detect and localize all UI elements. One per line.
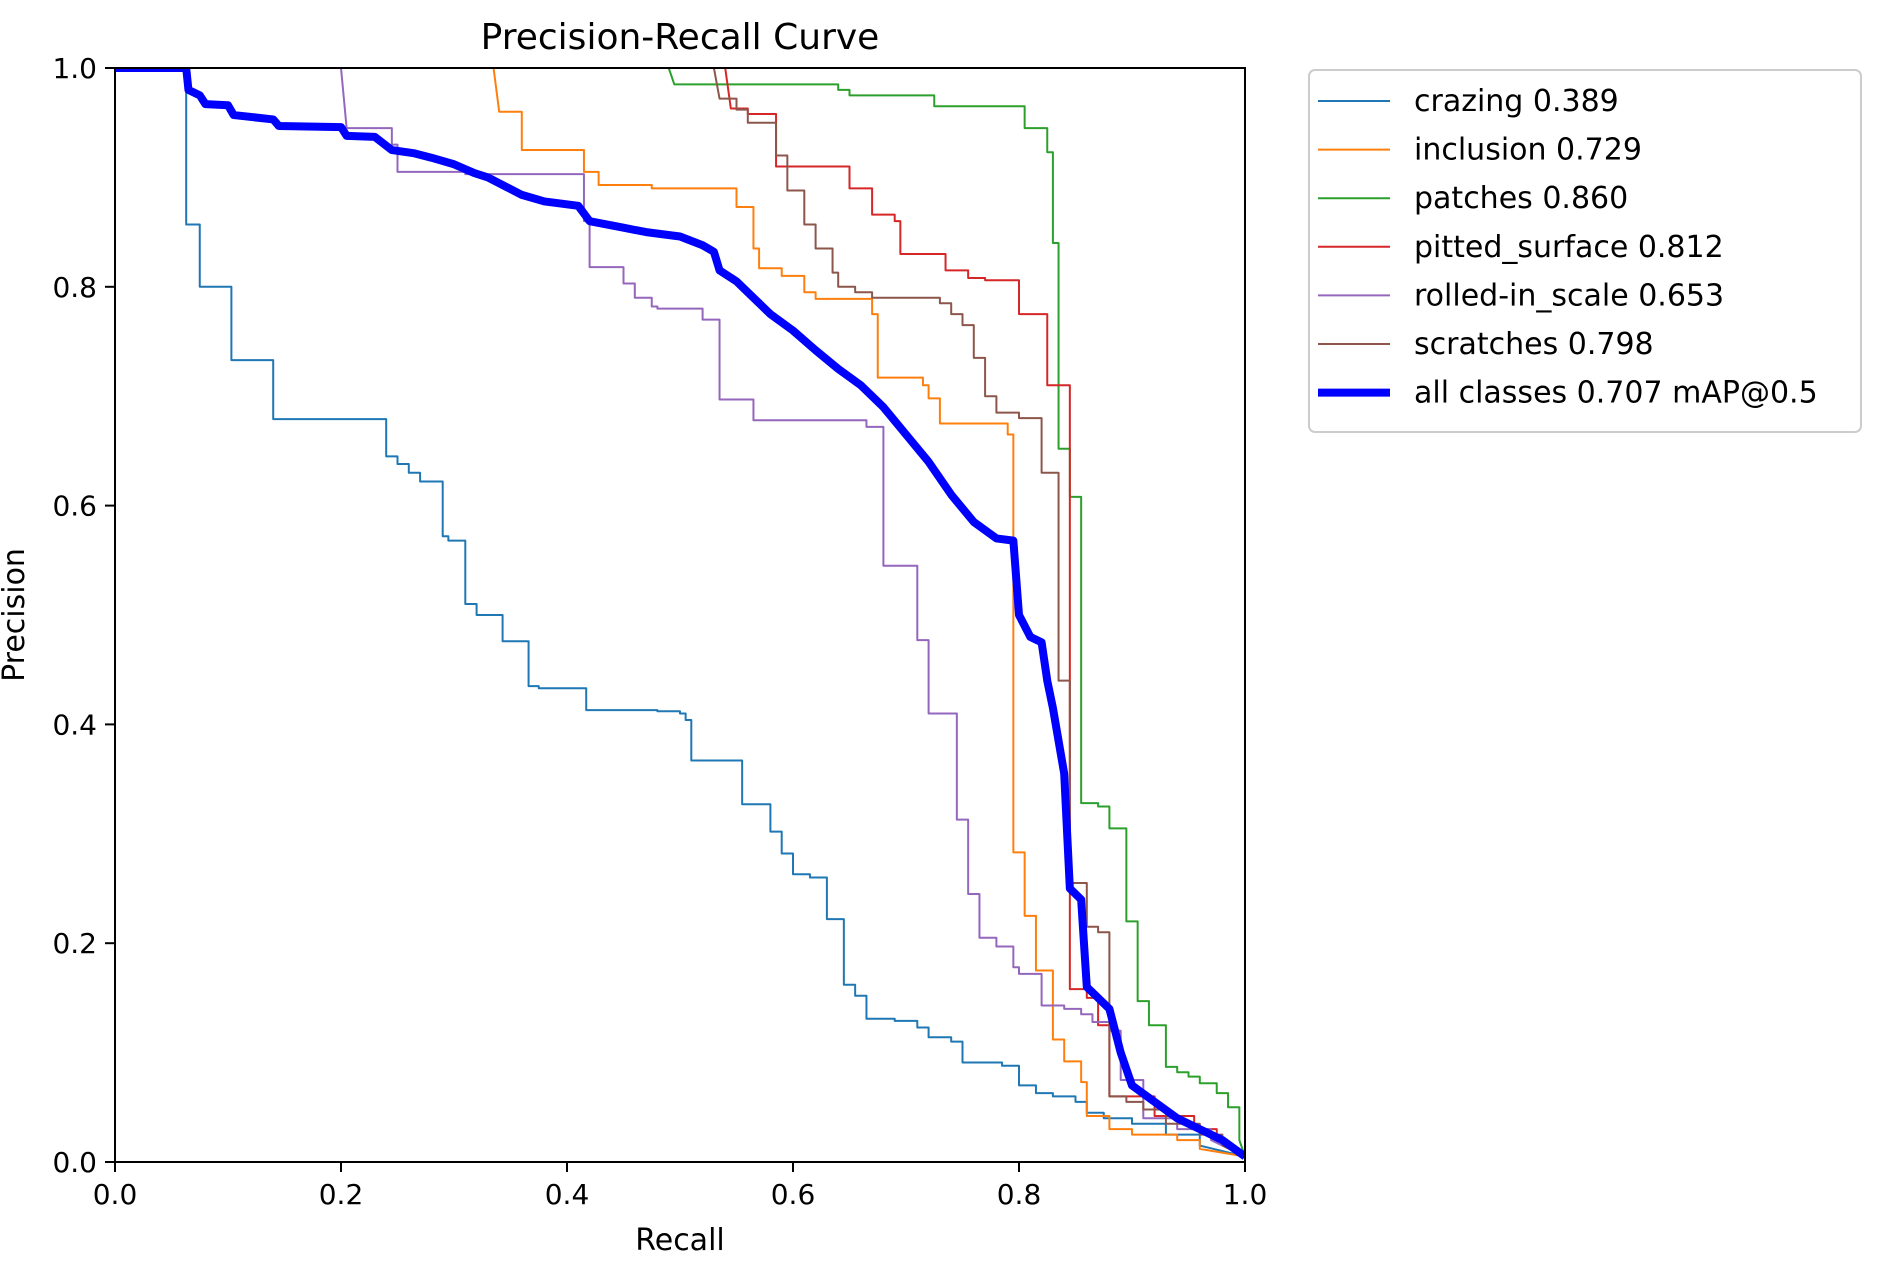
series-line-0: [115, 68, 1245, 1158]
legend-label-0: crazing 0.389: [1414, 84, 1619, 119]
legend: crazing 0.389 inclusion 0.729 patches 0.86…: [1308, 69, 1862, 433]
series-line-6: [115, 68, 1245, 1160]
legend-box: [1308, 69, 1862, 433]
y-tick-label: 0.6: [52, 490, 97, 523]
x-tick-label: 0.0: [93, 1178, 138, 1211]
series-line-2: [667, 68, 1245, 1157]
series-line-3: [724, 68, 1245, 1158]
legend-label-3: pitted_surface 0.812: [1414, 230, 1724, 265]
y-tick-label: 1.0: [52, 52, 97, 85]
plot-frame: [114, 67, 1246, 1163]
y-axis-label: Precision: [0, 548, 32, 682]
legend-label-1: inclusion 0.729: [1414, 133, 1642, 168]
series-line-5: [712, 68, 1245, 1158]
series-line-1: [492, 68, 1245, 1158]
legend-label-4: rolled-in_scale 0.653: [1414, 278, 1724, 313]
y-tick-label: 0.0: [52, 1146, 97, 1179]
x-axis-label: Recall: [635, 1223, 725, 1258]
legend-label-2: patches 0.860: [1414, 181, 1628, 216]
y-tick-label: 0.4: [52, 708, 97, 741]
x-tick-label: 0.4: [545, 1178, 590, 1211]
y-axis: 0.0 0.2 0.4 0.6 0.8 1.0: [52, 52, 115, 1179]
series-layer: [115, 68, 1245, 1160]
x-tick-label: 0.6: [771, 1178, 816, 1211]
chart-title: Precision-Recall Curve: [481, 17, 880, 58]
series-line-4: [340, 68, 1245, 1158]
legend-label-6: all classes 0.707 mAP@0.5: [1414, 376, 1818, 411]
y-tick-label: 0.8: [52, 271, 97, 304]
legend-label-5: scratches 0.798: [1414, 327, 1654, 362]
x-tick-label: 0.8: [997, 1178, 1042, 1211]
x-tick-label: 1.0: [1223, 1178, 1268, 1211]
x-tick-label: 0.2: [319, 1178, 364, 1211]
x-axis: 0.0 0.2 0.4 0.6 0.8 1.0: [93, 1162, 1268, 1211]
y-tick-label: 0.2: [52, 927, 97, 960]
